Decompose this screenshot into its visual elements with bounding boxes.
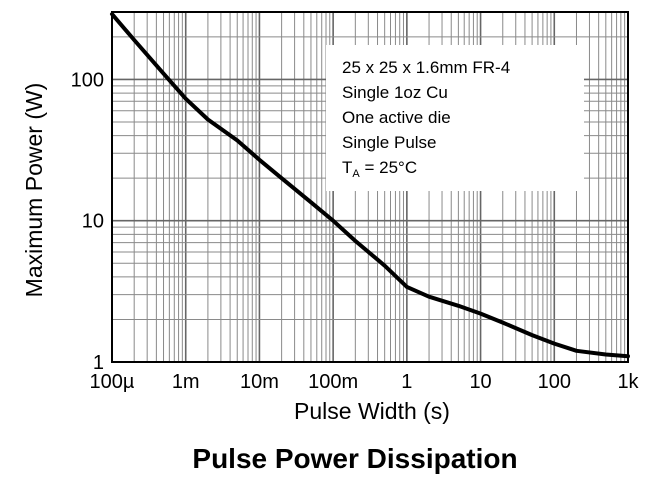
ta-symbol: T: [342, 158, 352, 177]
annotation-line-4: Single Pulse: [342, 133, 437, 152]
x-tick-label: 1: [401, 371, 412, 393]
x-axis-label: Pulse Width (s): [294, 398, 450, 424]
x-tick-label: 10: [469, 371, 491, 393]
plot-area-border: [111, 11, 629, 363]
y-tick-label: 1: [93, 352, 104, 374]
series-line: [110, 12, 630, 359]
chart-title: Pulse Power Dissipation: [192, 443, 517, 474]
x-tick-label: 100m: [308, 371, 358, 393]
y-axis-label: Maximum Power (W): [21, 83, 47, 298]
annotation-background: [326, 45, 584, 191]
ta-value: = 25°C: [360, 158, 417, 177]
x-tick-label: 1k: [617, 371, 639, 393]
annotation-ambient-temp: TA = 25°C: [342, 158, 417, 180]
annotation-line-3: One active die: [342, 108, 451, 127]
y-tick-labels: 1 10 100: [71, 69, 104, 374]
x-tick-label: 1m: [172, 371, 200, 393]
y-tick-label: 100: [71, 69, 104, 91]
x-tick-labels: 100µ 1m 10m 100m 1 10 100 1k: [90, 371, 640, 393]
annotation-line-2: Single 1oz Cu: [342, 83, 448, 102]
annotation-line-1: 25 x 25 x 1.6mm FR-4: [342, 58, 510, 77]
ta-subscript: A: [352, 168, 360, 180]
x-tick-label: 10m: [240, 371, 279, 393]
annotation-box: 25 x 25 x 1.6mm FR-4 Single 1oz Cu One a…: [326, 45, 584, 191]
y-tick-label: 10: [82, 211, 104, 233]
x-tick-label: 100µ: [90, 371, 135, 393]
x-tick-label: 100: [538, 371, 571, 393]
